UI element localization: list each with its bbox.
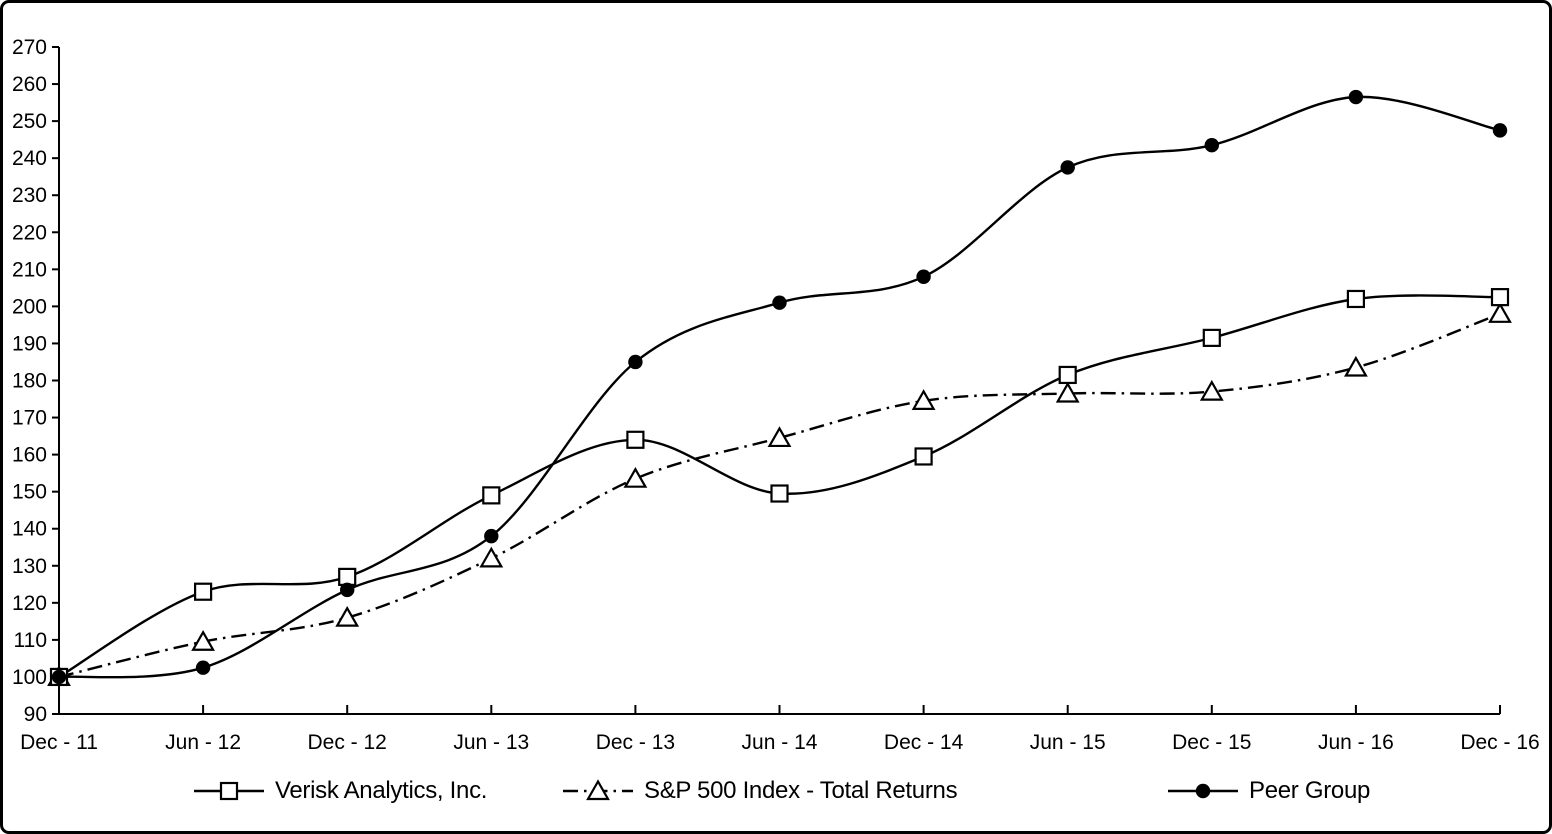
svg-text:240: 240 — [12, 147, 47, 170]
svg-text:90: 90 — [24, 703, 47, 726]
svg-text:210: 210 — [12, 258, 47, 281]
svg-text:Dec - 15: Dec - 15 — [1172, 731, 1251, 754]
svg-text:Jun - 15: Jun - 15 — [1030, 731, 1106, 754]
legend-item-verisk: Verisk Analytics, Inc. — [192, 774, 487, 808]
svg-text:180: 180 — [12, 370, 47, 393]
triangle-marker-icon — [563, 779, 633, 801]
svg-text:190: 190 — [12, 332, 47, 355]
svg-text:140: 140 — [12, 518, 47, 541]
svg-text:230: 230 — [12, 184, 47, 207]
svg-text:100: 100 — [12, 666, 47, 689]
svg-text:Jun - 14: Jun - 14 — [742, 731, 818, 754]
legend-label-verisk: Verisk Analytics, Inc. — [275, 777, 488, 804]
svg-text:250: 250 — [12, 110, 47, 133]
svg-text:160: 160 — [12, 444, 47, 467]
svg-text:200: 200 — [12, 295, 47, 318]
legend-label-sp500: S&P 500 Index - Total Returns — [644, 777, 958, 804]
svg-text:130: 130 — [12, 555, 47, 578]
svg-text:Dec - 13: Dec - 13 — [596, 731, 675, 754]
svg-text:Dec - 12: Dec - 12 — [308, 731, 387, 754]
svg-text:Dec - 14: Dec - 14 — [884, 731, 964, 754]
svg-text:220: 220 — [12, 221, 47, 244]
svg-text:Jun - 16: Jun - 16 — [1318, 731, 1394, 754]
chart-legend: Verisk Analytics, Inc. S&P 500 Index - T… — [3, 774, 1549, 808]
svg-text:Jun - 12: Jun - 12 — [165, 731, 241, 754]
legend-item-peer-group: Peer Group — [1166, 774, 1370, 808]
svg-text:Jun - 13: Jun - 13 — [453, 731, 529, 754]
svg-text:150: 150 — [12, 481, 47, 504]
legend-item-sp500: S&P 500 Index - Total Returns — [561, 774, 958, 808]
svg-text:170: 170 — [12, 407, 47, 430]
circle-marker-icon — [1168, 783, 1238, 799]
svg-text:Dec - 11: Dec - 11 — [20, 731, 98, 754]
svg-text:120: 120 — [12, 592, 47, 615]
svg-text:110: 110 — [14, 629, 47, 652]
square-marker-icon — [194, 781, 264, 801]
svg-text:270: 270 — [12, 36, 47, 59]
svg-text:260: 260 — [12, 73, 47, 96]
svg-text:Dec - 16: Dec - 16 — [1460, 731, 1539, 754]
legend-label-peer-group: Peer Group — [1249, 777, 1371, 804]
